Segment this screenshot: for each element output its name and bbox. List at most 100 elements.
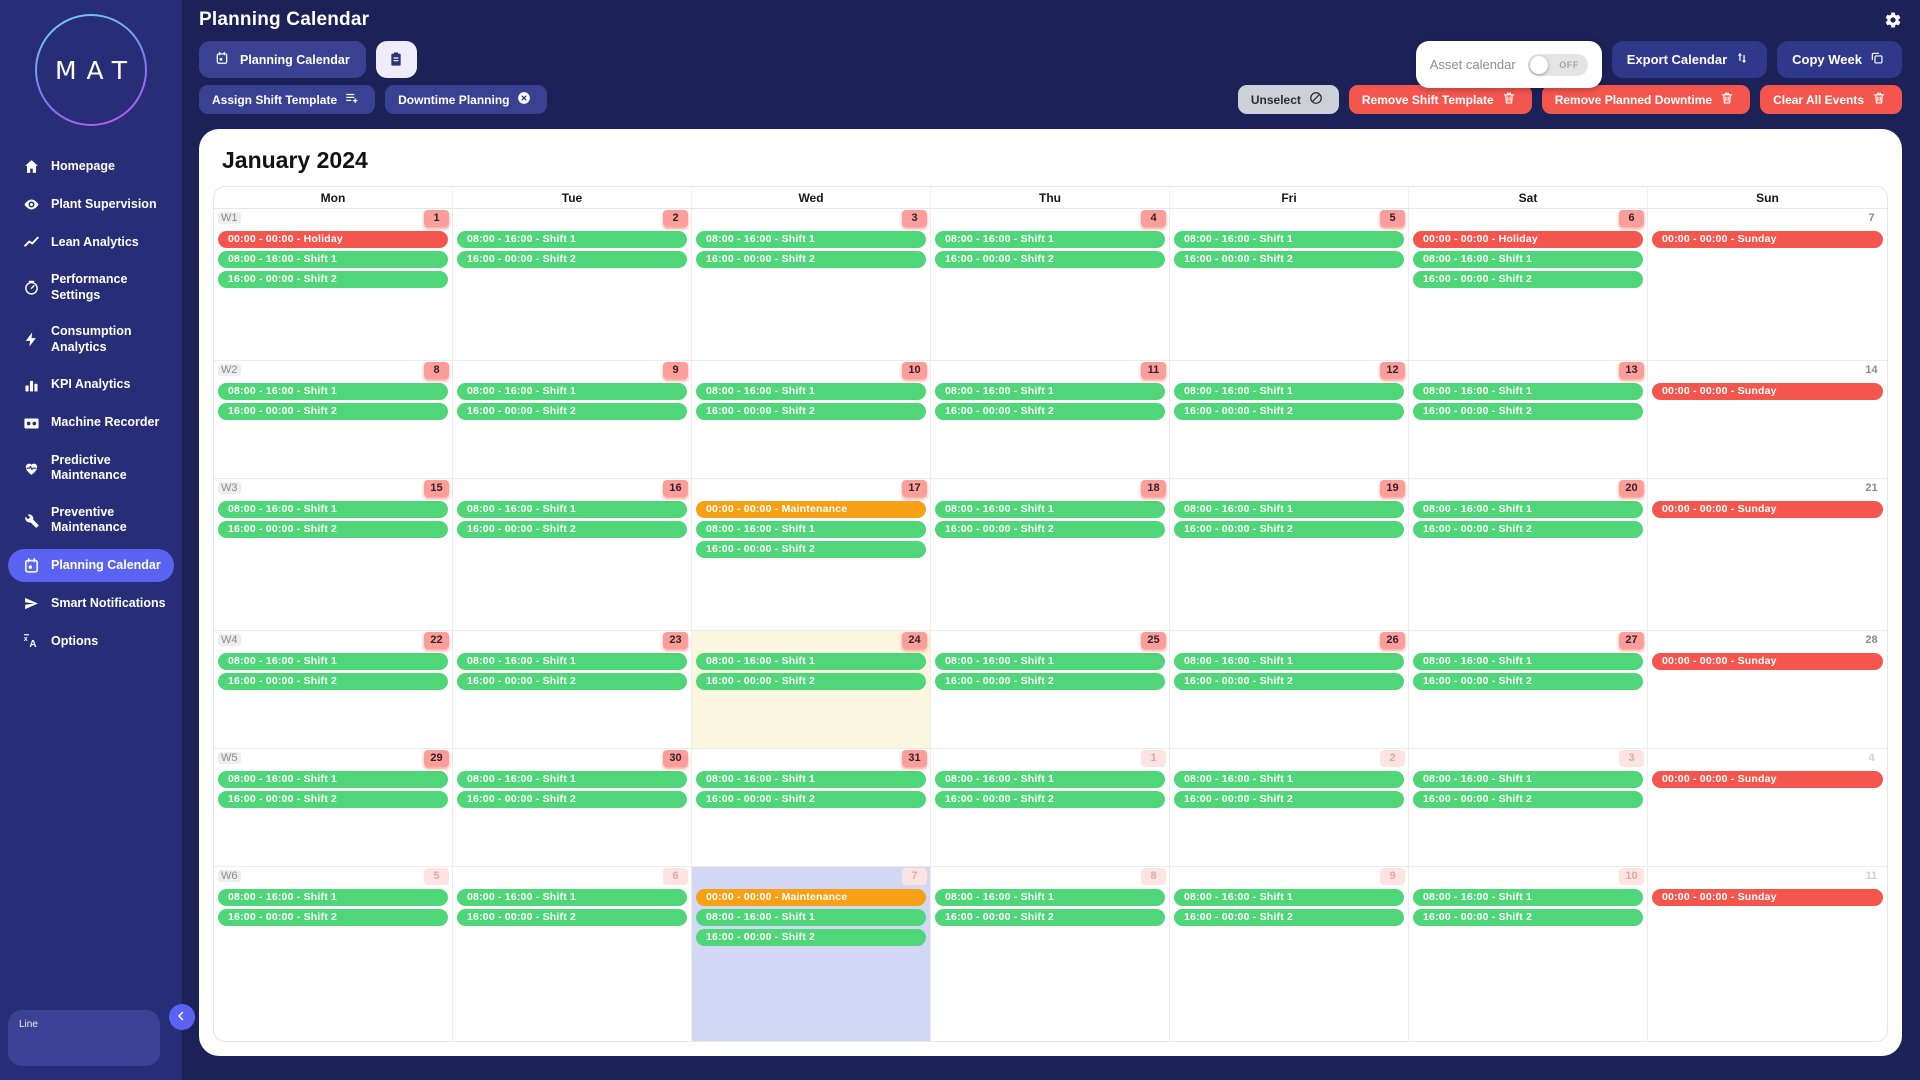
calendar-event-shift1[interactable]: 08:00 - 16:00 - Shift 1 [1413,653,1643,670]
day-cell[interactable]: 16 08:00 - 16:00 - Shift 1 16:00 - 00:00 -… [453,479,692,630]
calendar-event-shift1[interactable]: 08:00 - 16:00 - Shift 1 [457,889,687,906]
day-cell[interactable]: 4 00:00 - 00:00 - Sunday [1648,749,1887,866]
calendar-event-shift1[interactable]: 08:00 - 16:00 - Shift 1 [696,653,926,670]
remove-planned-downtime-button[interactable]: Remove Planned Downtime [1541,85,1751,114]
day-cell[interactable]: 23 08:00 - 16:00 - Shift 1 16:00 - 00:00 -… [453,631,692,748]
planning-calendar-view-button[interactable]: Planning Calendar [199,41,366,78]
day-cell[interactable]: 4 08:00 - 16:00 - Shift 1 16:00 - 00:00 - … [931,209,1170,360]
calendar-event-shift1[interactable]: 08:00 - 16:00 - Shift 1 [457,653,687,670]
day-cell[interactable]: W1 1 00:00 - 00:00 - Holiday 08:00 - 16:00 … [214,209,453,360]
calendar-event-shift2[interactable]: 16:00 - 00:00 - Shift 2 [457,521,687,538]
day-cell[interactable]: 27 08:00 - 16:00 - Shift 1 16:00 - 00:00 -… [1409,631,1648,748]
calendar-event-shift1[interactable]: 08:00 - 16:00 - Shift 1 [1174,653,1404,670]
calendar-event-sunday[interactable]: 00:00 - 00:00 - Sunday [1652,383,1883,400]
day-cell[interactable]: 24 08:00 - 16:00 - Shift 1 16:00 - 00:00 -… [692,631,931,748]
day-cell[interactable]: 10 08:00 - 16:00 - Shift 1 16:00 - 00:00 -… [692,361,931,478]
sidebar-item-consumption-analytics[interactable]: Consumption Analytics [8,316,174,363]
calendar-event-shift1[interactable]: 08:00 - 16:00 - Shift 1 [1174,231,1404,248]
assign-shift-template-chip[interactable]: Assign Shift Template [199,85,376,114]
calendar-event-maintenance[interactable]: 00:00 - 00:00 - Maintenance [696,889,926,906]
downtime-planning-chip[interactable]: Downtime Planning [385,85,548,114]
day-cell[interactable]: 9 08:00 - 16:00 - Shift 1 16:00 - 00:00 - … [1170,867,1409,1041]
calendar-event-shift2[interactable]: 16:00 - 00:00 - Shift 2 [935,673,1165,690]
calendar-event-shift1[interactable]: 08:00 - 16:00 - Shift 1 [696,909,926,926]
calendar-event-sunday[interactable]: 00:00 - 00:00 - Sunday [1652,653,1883,670]
calendar-event-shift2[interactable]: 16:00 - 00:00 - Shift 2 [1413,673,1643,690]
calendar-event-shift2[interactable]: 16:00 - 00:00 - Shift 2 [1174,403,1404,420]
calendar-event-shift2[interactable]: 16:00 - 00:00 - Shift 2 [218,909,448,926]
calendar-event-shift2[interactable]: 16:00 - 00:00 - Shift 2 [1174,251,1404,268]
clipboard-view-button[interactable] [375,41,417,78]
calendar-event-shift1[interactable]: 08:00 - 16:00 - Shift 1 [1413,889,1643,906]
gear-icon[interactable] [1884,11,1902,29]
day-cell[interactable]: 5 08:00 - 16:00 - Shift 1 16:00 - 00:00 - … [1170,209,1409,360]
calendar-event-shift1[interactable]: 08:00 - 16:00 - Shift 1 [1174,383,1404,400]
calendar-event-sunday[interactable]: 00:00 - 00:00 - Sunday [1652,501,1883,518]
calendar-event-shift2[interactable]: 16:00 - 00:00 - Shift 2 [696,403,926,420]
unselect-button[interactable]: Unselect [1237,85,1339,114]
calendar-event-shift2[interactable]: 16:00 - 00:00 - Shift 2 [696,251,926,268]
sidebar-item-performance-settings[interactable]: Performance Settings [8,264,174,311]
calendar-event-shift2[interactable]: 16:00 - 00:00 - Shift 2 [457,909,687,926]
calendar-event-shift2[interactable]: 16:00 - 00:00 - Shift 2 [218,673,448,690]
calendar-event-shift1[interactable]: 08:00 - 16:00 - Shift 1 [218,889,448,906]
calendar-event-shift1[interactable]: 08:00 - 16:00 - Shift 1 [218,501,448,518]
day-cell[interactable]: 1 08:00 - 16:00 - Shift 1 16:00 - 00:00 - … [931,749,1170,866]
day-cell[interactable]: 31 08:00 - 16:00 - Shift 1 16:00 - 00:00 -… [692,749,931,866]
calendar-event-shift2[interactable]: 16:00 - 00:00 - Shift 2 [1174,909,1404,926]
day-cell[interactable]: 3 08:00 - 16:00 - Shift 1 16:00 - 00:00 - … [692,209,931,360]
calendar-event-shift2[interactable]: 16:00 - 00:00 - Shift 2 [1413,791,1643,808]
calendar-event-holiday[interactable]: 00:00 - 00:00 - Holiday [1413,231,1643,248]
calendar-event-shift2[interactable]: 16:00 - 00:00 - Shift 2 [1174,521,1404,538]
day-cell[interactable]: 26 08:00 - 16:00 - Shift 1 16:00 - 00:00 -… [1170,631,1409,748]
calendar-event-shift1[interactable]: 08:00 - 16:00 - Shift 1 [696,521,926,538]
day-cell[interactable]: 3 08:00 - 16:00 - Shift 1 16:00 - 00:00 - … [1409,749,1648,866]
line-panel[interactable]: Line [8,1010,160,1066]
calendar-event-shift2[interactable]: 16:00 - 00:00 - Shift 2 [457,673,687,690]
calendar-event-shift1[interactable]: 08:00 - 16:00 - Shift 1 [1413,501,1643,518]
calendar-event-shift2[interactable]: 16:00 - 00:00 - Shift 2 [1413,521,1643,538]
calendar-event-holiday[interactable]: 00:00 - 00:00 - Holiday [218,231,448,248]
day-cell[interactable]: 7 00:00 - 00:00 - Sunday [1648,209,1887,360]
day-cell[interactable]: 21 00:00 - 00:00 - Sunday [1648,479,1887,630]
day-cell[interactable]: 2 08:00 - 16:00 - Shift 1 16:00 - 00:00 - … [453,209,692,360]
sidebar-item-predictive-maintenance[interactable]: Predictive Maintenance [8,445,174,492]
day-cell[interactable]: W5 29 08:00 - 16:00 - Shift 1 16:00 - 00:00… [214,749,453,866]
calendar-event-shift2[interactable]: 16:00 - 00:00 - Shift 2 [696,791,926,808]
calendar-event-shift2[interactable]: 16:00 - 00:00 - Shift 2 [457,403,687,420]
calendar-event-shift2[interactable]: 16:00 - 00:00 - Shift 2 [218,271,448,288]
clear-all-events-button[interactable]: Clear All Events [1760,85,1902,114]
calendar-event-shift2[interactable]: 16:00 - 00:00 - Shift 2 [935,909,1165,926]
calendar-event-shift1[interactable]: 08:00 - 16:00 - Shift 1 [1174,889,1404,906]
sidebar-item-plant-supervision[interactable]: Plant Supervision [8,188,174,221]
calendar-event-shift1[interactable]: 08:00 - 16:00 - Shift 1 [218,653,448,670]
calendar-event-shift2[interactable]: 16:00 - 00:00 - Shift 2 [218,521,448,538]
day-cell[interactable]: 13 08:00 - 16:00 - Shift 1 16:00 - 00:00 -… [1409,361,1648,478]
calendar-event-shift1[interactable]: 08:00 - 16:00 - Shift 1 [457,771,687,788]
sidebar-item-kpi-analytics[interactable]: KPI Analytics [8,369,174,402]
calendar-event-shift1[interactable]: 08:00 - 16:00 - Shift 1 [218,251,448,268]
calendar-event-shift1[interactable]: 08:00 - 16:00 - Shift 1 [935,771,1165,788]
calendar-event-shift1[interactable]: 08:00 - 16:00 - Shift 1 [1174,771,1404,788]
export-calendar-button[interactable]: Export Calendar [1611,41,1768,78]
day-cell[interactable]: 14 00:00 - 00:00 - Sunday [1648,361,1887,478]
day-cell[interactable]: 6 00:00 - 00:00 - Holiday 08:00 - 16:00 - … [1409,209,1648,360]
calendar-event-shift2[interactable]: 16:00 - 00:00 - Shift 2 [696,929,926,946]
calendar-event-shift1[interactable]: 08:00 - 16:00 - Shift 1 [696,771,926,788]
day-cell[interactable]: W4 22 08:00 - 16:00 - Shift 1 16:00 - 00:00… [214,631,453,748]
calendar-event-shift1[interactable]: 08:00 - 16:00 - Shift 1 [696,383,926,400]
calendar-event-shift2[interactable]: 16:00 - 00:00 - Shift 2 [1413,909,1643,926]
calendar-event-shift1[interactable]: 08:00 - 16:00 - Shift 1 [935,501,1165,518]
calendar-event-shift1[interactable]: 08:00 - 16:00 - Shift 1 [457,383,687,400]
calendar-event-shift2[interactable]: 16:00 - 00:00 - Shift 2 [935,251,1165,268]
sidebar-item-machine-recorder[interactable]: Machine Recorder [8,407,174,440]
calendar-event-shift2[interactable]: 16:00 - 00:00 - Shift 2 [696,541,926,558]
day-cell[interactable]: 8 08:00 - 16:00 - Shift 1 16:00 - 00:00 - … [931,867,1170,1041]
sidebar-item-planning-calendar[interactable]: Planning Calendar [8,549,174,582]
calendar-event-shift2[interactable]: 16:00 - 00:00 - Shift 2 [457,251,687,268]
day-cell[interactable]: 28 00:00 - 00:00 - Sunday [1648,631,1887,748]
day-cell[interactable]: 12 08:00 - 16:00 - Shift 1 16:00 - 00:00 -… [1170,361,1409,478]
calendar-event-maintenance[interactable]: 00:00 - 00:00 - Maintenance [696,501,926,518]
day-cell[interactable]: 25 08:00 - 16:00 - Shift 1 16:00 - 00:00 -… [931,631,1170,748]
asset-calendar-toggle[interactable]: OFF [1527,53,1588,76]
